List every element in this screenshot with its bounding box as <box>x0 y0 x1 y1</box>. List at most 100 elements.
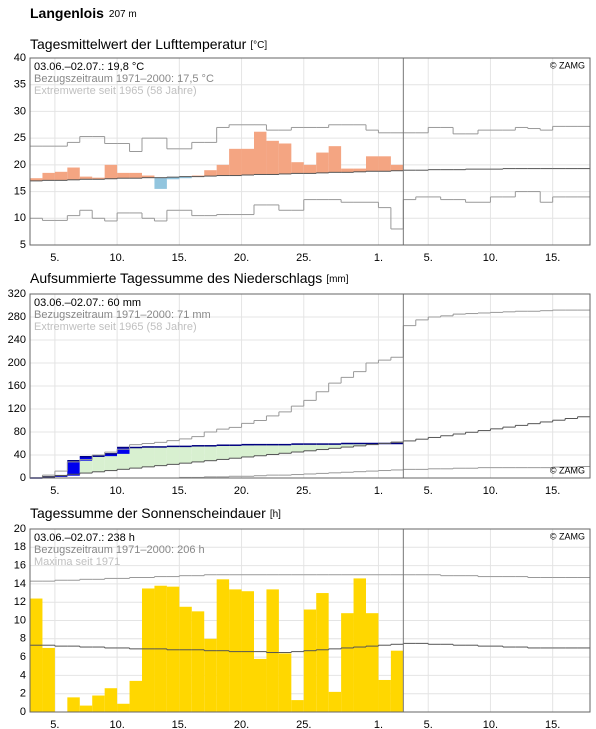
x-tick-label: 10. <box>483 485 498 497</box>
anomaly-bar <box>254 131 267 175</box>
anomaly-fill <box>353 443 366 446</box>
x-tick-label: 5. <box>424 252 433 264</box>
y-tick-label: 280 <box>8 311 26 323</box>
station-elevation: 207 m <box>109 9 137 20</box>
anomaly-bar <box>142 175 155 178</box>
anomaly-bar <box>191 175 205 177</box>
y-tick-label: 12 <box>14 596 26 608</box>
x-tick-label: 20. <box>234 485 249 497</box>
anomaly-fill <box>341 443 354 448</box>
x-tick-label: 15. <box>172 485 187 497</box>
anomaly-fill <box>266 444 279 455</box>
daily-sum-bar <box>104 453 118 457</box>
bar <box>341 613 354 712</box>
anomaly-fill <box>229 445 242 459</box>
bar <box>142 588 155 712</box>
x-tick-label: 15. <box>545 252 560 264</box>
anomaly-bar <box>303 164 317 174</box>
annotation: 03.06.–02.07.: 238 h <box>34 532 135 544</box>
x-tick-label: 1. <box>374 719 383 729</box>
anomaly-fill <box>179 446 192 464</box>
bar <box>328 691 342 712</box>
plot-border <box>29 293 591 479</box>
anomaly-fill <box>291 444 304 453</box>
x-tick-label: 5. <box>50 719 59 729</box>
x-tick-label: 5. <box>50 252 59 264</box>
bar <box>278 653 292 712</box>
anomaly-bar <box>390 164 404 171</box>
bar <box>79 705 93 712</box>
annotation: Extremwerte seit 1965 (58 Jahre) <box>34 85 197 97</box>
x-tick-label: 20. <box>234 252 249 264</box>
anomaly-bar <box>154 177 167 189</box>
x-tick-label: 15. <box>172 252 187 264</box>
chart-title: Tagesmittelwert der Lufttemperatur [°C] <box>30 36 267 52</box>
x-tick-label: 1. <box>374 252 383 264</box>
y-tick-label: 5 <box>20 239 26 251</box>
bar <box>291 700 304 712</box>
x-tick-label: 10. <box>483 719 498 729</box>
anomaly-bar <box>291 162 304 174</box>
daily-sum-bar <box>79 456 93 461</box>
anomaly-fill <box>316 444 329 450</box>
anomaly-fill <box>216 445 230 460</box>
anomaly-bar <box>129 172 142 179</box>
anomaly-bar <box>179 176 192 179</box>
anomaly-fill <box>204 445 217 461</box>
chart-unit: [°C] <box>250 40 267 51</box>
copyright: © ZAMG <box>550 465 585 475</box>
bar <box>266 589 279 712</box>
annotation: 03.06.–02.07.: 60 mm <box>34 297 141 309</box>
bar <box>303 609 317 712</box>
anomaly-bar <box>79 176 93 180</box>
bar <box>216 579 230 712</box>
anomaly-fill <box>129 447 142 469</box>
y-tick-label: 0 <box>20 706 26 718</box>
bar <box>67 697 80 712</box>
anomaly-fill <box>191 445 205 462</box>
chart-title: Aufsummierte Tagessumme des Niederschlag… <box>30 270 349 286</box>
anomaly-fill <box>241 444 254 457</box>
plot-border <box>29 528 591 713</box>
y-tick-label: 20 <box>14 159 26 171</box>
annotation: Bezugszeitraum 1971–2000: 206 h <box>34 544 205 556</box>
x-tick-label: 10. <box>483 252 498 264</box>
y-tick-label: 8 <box>20 633 26 645</box>
anomaly-bar <box>316 152 329 173</box>
x-tick-label: 5. <box>424 485 433 497</box>
annotation: Extremwerte seit 1965 (58 Jahre) <box>34 321 197 333</box>
bar <box>179 606 192 712</box>
y-tick-label: 40 <box>14 52 26 64</box>
y-tick-label: 40 <box>14 449 26 461</box>
chart-title: Tagessumme der Sonnenscheindauer [h] <box>30 505 281 521</box>
y-tick-label: 6 <box>20 651 26 663</box>
bar <box>42 647 55 712</box>
anomaly-fill <box>154 446 167 466</box>
anomaly-fill <box>142 446 155 467</box>
bar <box>117 703 130 712</box>
x-tick-label: 10. <box>109 252 124 264</box>
anomaly-fill <box>278 444 292 454</box>
x-tick-label: 10. <box>109 485 124 497</box>
anomaly-bar <box>42 172 55 181</box>
daily-sum-bar <box>117 447 130 454</box>
copyright: © ZAMG <box>550 60 585 70</box>
bar <box>378 679 391 712</box>
anomaly-bar <box>341 168 354 173</box>
x-tick-label: 25. <box>296 252 311 264</box>
chart-title-text: Tagesmittelwert der Lufttemperatur <box>30 36 247 52</box>
chart-title-text: Tagessumme der Sonnenscheindauer <box>30 505 266 521</box>
bar <box>316 593 329 712</box>
anomaly-bar <box>92 177 105 180</box>
anomaly-bar <box>328 146 342 173</box>
y-tick-label: 4 <box>20 669 26 681</box>
anomaly-bar <box>278 143 292 174</box>
y-tick-label: 80 <box>14 426 26 438</box>
bar <box>104 688 118 712</box>
annotation: Bezugszeitraum 1971–2000: 17,5 °C <box>34 73 214 85</box>
x-tick-label: 5. <box>424 719 433 729</box>
y-tick-label: 320 <box>8 288 26 300</box>
y-tick-label: 25 <box>14 132 26 144</box>
anomaly-bar <box>378 156 391 172</box>
y-tick-label: 30 <box>14 105 26 117</box>
